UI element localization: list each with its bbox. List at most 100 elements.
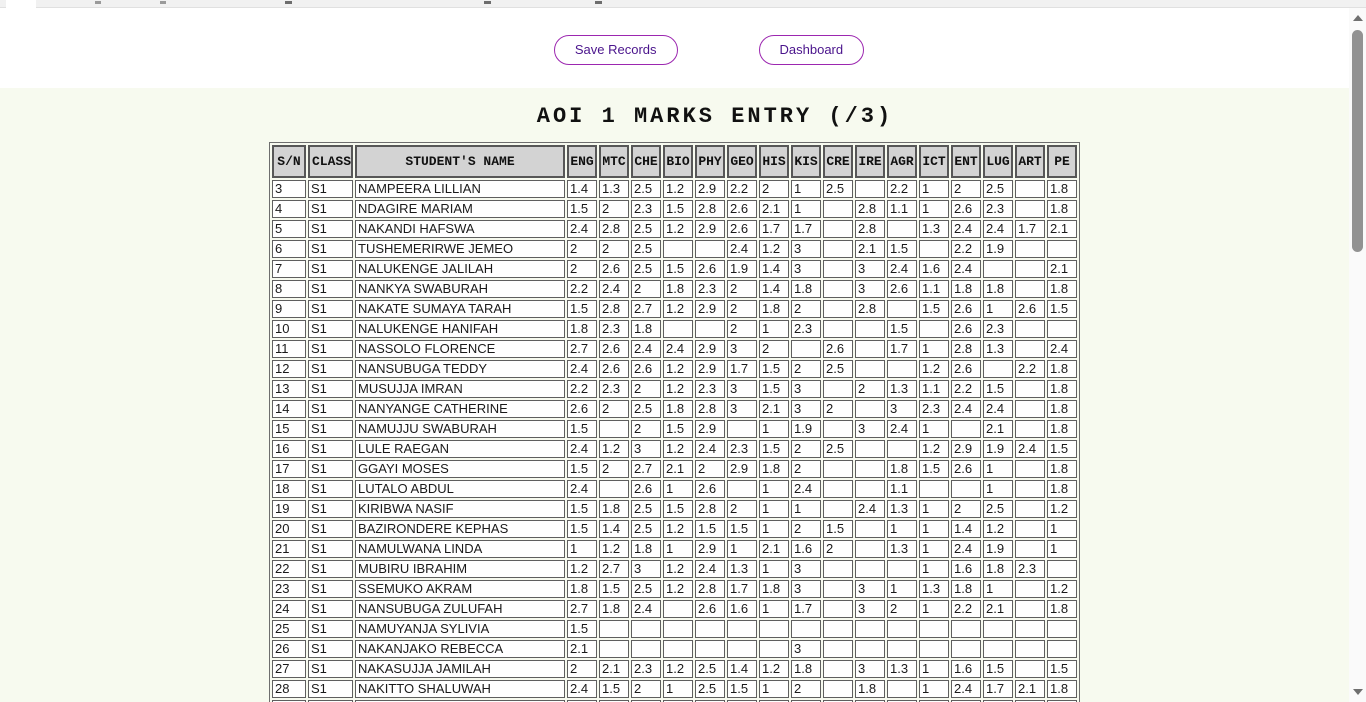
mark-cell[interactable]: 1.6	[727, 600, 758, 618]
mark-cell[interactable]	[631, 700, 662, 702]
mark-cell[interactable]: 2.4	[567, 360, 598, 378]
mark-cell[interactable]: 1.5	[727, 680, 758, 698]
mark-cell[interactable]: 2.4	[567, 220, 598, 238]
mark-cell[interactable]	[983, 260, 1014, 278]
mark-cell[interactable]	[1015, 700, 1046, 702]
mark-cell[interactable]: 2	[759, 180, 790, 198]
mark-cell[interactable]	[823, 580, 854, 598]
mark-cell[interactable]	[823, 600, 854, 618]
mark-cell[interactable]	[1015, 640, 1046, 658]
mark-cell[interactable]: 1.7	[791, 600, 822, 618]
mark-cell[interactable]: 1.1	[919, 280, 950, 298]
mark-cell[interactable]: 3	[855, 600, 886, 618]
mark-cell[interactable]: 1	[663, 680, 694, 698]
mark-cell[interactable]: 1.8	[791, 280, 822, 298]
mark-cell[interactable]: 3	[855, 580, 886, 598]
mark-cell[interactable]: 1.8	[759, 300, 790, 318]
mark-cell[interactable]: 1	[887, 580, 918, 598]
mark-cell[interactable]: 1.2	[599, 440, 630, 458]
mark-cell[interactable]: 3	[791, 240, 822, 258]
mark-cell[interactable]: 2.7	[631, 460, 662, 478]
mark-cell[interactable]: 1.5	[663, 200, 694, 218]
mark-cell[interactable]: 2.2	[567, 280, 598, 298]
mark-cell[interactable]	[823, 560, 854, 578]
mark-cell[interactable]: 2.7	[599, 560, 630, 578]
mark-cell[interactable]	[1015, 420, 1046, 438]
mark-cell[interactable]: 1.5	[919, 460, 950, 478]
mark-cell[interactable]: 1.3	[919, 580, 950, 598]
mark-cell[interactable]: 2.3	[1015, 560, 1046, 578]
mark-cell[interactable]: 2.3	[631, 660, 662, 678]
mark-cell[interactable]: 1.3	[887, 540, 918, 558]
mark-cell[interactable]: 2	[631, 380, 662, 398]
mark-cell[interactable]: 2.6	[951, 320, 982, 338]
mark-cell[interactable]	[695, 320, 726, 338]
mark-cell[interactable]	[727, 620, 758, 638]
mark-cell[interactable]: 2.2	[727, 180, 758, 198]
mark-cell[interactable]	[855, 320, 886, 338]
mark-cell[interactable]: 2.5	[631, 240, 662, 258]
mark-cell[interactable]	[663, 700, 694, 702]
mark-cell[interactable]: 2.6	[951, 360, 982, 378]
mark-cell[interactable]: 1.5	[695, 520, 726, 538]
mark-cell[interactable]: 1.8	[631, 320, 662, 338]
mark-cell[interactable]: 3	[791, 640, 822, 658]
scroll-down-icon[interactable]	[1353, 689, 1363, 695]
mark-cell[interactable]: 1.2	[663, 560, 694, 578]
mark-cell[interactable]: 3	[631, 440, 662, 458]
mark-cell[interactable]: 1.8	[1047, 180, 1078, 198]
mark-cell[interactable]: 2.5	[983, 500, 1014, 518]
mark-cell[interactable]: 1.8	[1047, 480, 1078, 498]
mark-cell[interactable]	[823, 680, 854, 698]
mark-cell[interactable]: 1.2	[1047, 500, 1078, 518]
mark-cell[interactable]: 2.6	[951, 460, 982, 478]
mark-cell[interactable]	[919, 240, 950, 258]
mark-cell[interactable]: 2	[567, 260, 598, 278]
mark-cell[interactable]: 1.5	[567, 460, 598, 478]
mark-cell[interactable]: 1.5	[599, 680, 630, 698]
mark-cell[interactable]	[1015, 460, 1046, 478]
mark-cell[interactable]	[1015, 280, 1046, 298]
mark-cell[interactable]	[951, 480, 982, 498]
mark-cell[interactable]: 3	[887, 400, 918, 418]
mark-cell[interactable]: 1.8	[1047, 200, 1078, 218]
mark-cell[interactable]: 2.4	[1047, 340, 1078, 358]
mark-cell[interactable]: 2	[791, 440, 822, 458]
mark-cell[interactable]: 2.1	[759, 200, 790, 218]
mark-cell[interactable]: 1.4	[599, 520, 630, 538]
mark-cell[interactable]: 2	[791, 360, 822, 378]
mark-cell[interactable]	[887, 680, 918, 698]
mark-cell[interactable]: 1.5	[1047, 300, 1078, 318]
mark-cell[interactable]: 1	[983, 480, 1014, 498]
mark-cell[interactable]	[1047, 240, 1078, 258]
mark-cell[interactable]: 2.5	[695, 660, 726, 678]
mark-cell[interactable]	[887, 700, 918, 702]
scrollbar-thumb[interactable]	[1352, 30, 1363, 252]
mark-cell[interactable]	[823, 620, 854, 638]
mark-cell[interactable]: 1.1	[887, 480, 918, 498]
mark-cell[interactable]: 1.2	[663, 660, 694, 678]
mark-cell[interactable]	[791, 340, 822, 358]
mark-cell[interactable]: 2.7	[631, 300, 662, 318]
mark-cell[interactable]: 1	[983, 460, 1014, 478]
mark-cell[interactable]	[823, 660, 854, 678]
mark-cell[interactable]: 2.1	[1047, 220, 1078, 238]
mark-cell[interactable]	[663, 600, 694, 618]
mark-cell[interactable]: 1	[919, 200, 950, 218]
mark-cell[interactable]: 2.1	[759, 400, 790, 418]
mark-cell[interactable]	[1015, 600, 1046, 618]
mark-cell[interactable]: 1.2	[663, 440, 694, 458]
mark-cell[interactable]: 1.7	[887, 340, 918, 358]
mark-cell[interactable]: 2.4	[631, 340, 662, 358]
mark-cell[interactable]: 2.1	[983, 420, 1014, 438]
mark-cell[interactable]: 1.8	[983, 560, 1014, 578]
mark-cell[interactable]: 2.8	[855, 200, 886, 218]
mark-cell[interactable]	[855, 400, 886, 418]
mark-cell[interactable]	[663, 320, 694, 338]
mark-cell[interactable]: 1.5	[983, 660, 1014, 678]
mark-cell[interactable]	[823, 420, 854, 438]
mark-cell[interactable]: 1	[663, 480, 694, 498]
mark-cell[interactable]: 2	[727, 320, 758, 338]
mark-cell[interactable]: 1.7	[1015, 220, 1046, 238]
mark-cell[interactable]: 1.8	[599, 600, 630, 618]
